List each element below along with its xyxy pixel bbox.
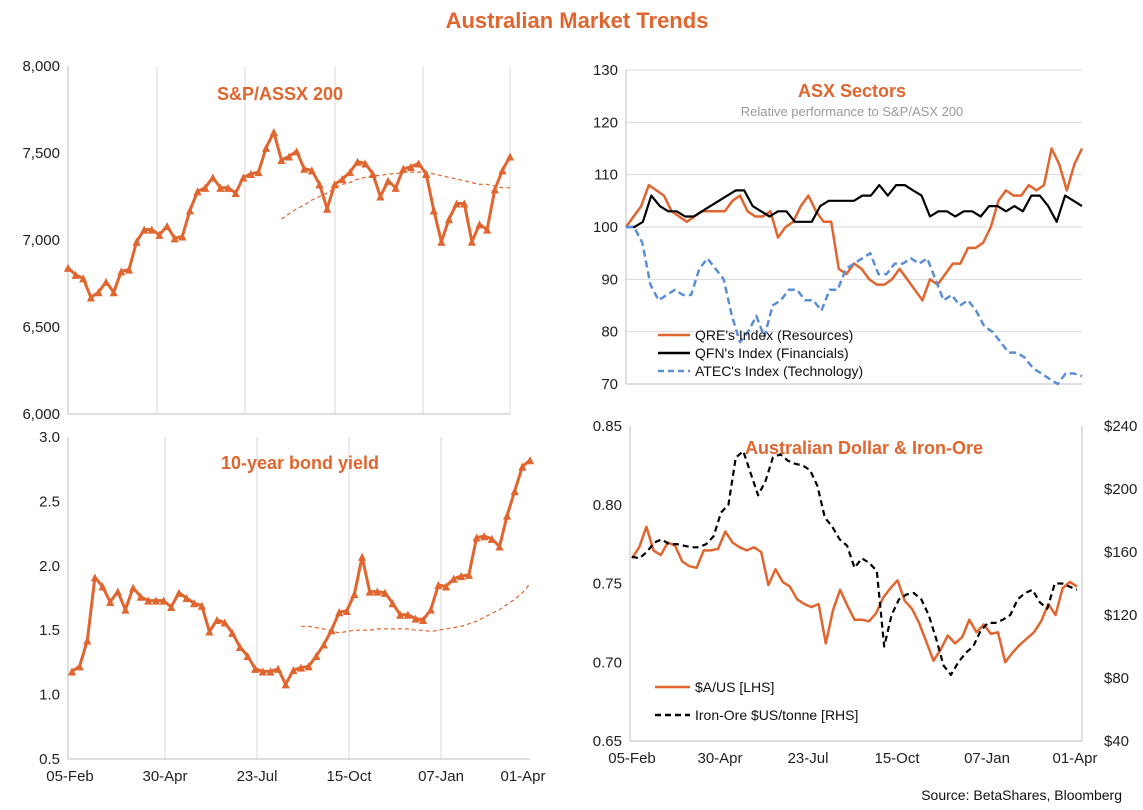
p-aud-ytick-0: 0.65: [593, 733, 622, 750]
legend-label-aud: $A/US [LHS]: [695, 679, 774, 695]
aud-iron-panel: 0.65 0.70 0.75 0.80 0.85 $40 $80 $120 $160 $200 $2…: [593, 418, 1138, 767]
p-bond-series-0: [67, 456, 535, 689]
p-asx-series-0: [63, 128, 515, 302]
p-sec-ytick-4: 110: [594, 167, 618, 184]
p-asx-ytick-3: 7,500: [22, 145, 60, 162]
p-aud-y2tick-0: $40: [1104, 733, 1129, 750]
p-bond-xtick-3: 15-Oct: [326, 768, 372, 785]
aud-iron-axes: 0.65 0.70 0.75 0.80 0.85 $40 $80 $120 $160 $200 $2…: [593, 418, 1138, 767]
p-asx-ytick-4: 8,000: [22, 58, 60, 75]
p-sec-series-1: [626, 184, 1083, 229]
p-aud-y2tick-1: $80: [1104, 670, 1129, 687]
p-aud-ytick-4: 0.85: [593, 418, 622, 435]
sectors-title: ASX Sectors: [798, 81, 906, 101]
asx200-title: S&P/ASSX 200: [217, 84, 343, 104]
p-sec-ytick-2: 90: [601, 271, 618, 288]
p-aud-xtick-1: 30-Apr: [697, 750, 742, 767]
p-aud-series-0: [630, 525, 1078, 664]
p-bond-xtick-0: 05-Feb: [46, 768, 94, 785]
p-asx-ytick-1: 6,500: [22, 319, 60, 336]
p-asx-ytick-2: 7,000: [22, 232, 60, 249]
asx200-series: [63, 128, 515, 302]
bond-series: [67, 456, 535, 689]
p-sec-ytick-6: 130: [593, 62, 618, 79]
p-sec-series-2: [626, 225, 1083, 386]
p-aud-ytick-3: 0.80: [593, 497, 622, 514]
aud-iron-legend: $A/US [LHS] Iron-Ore $US/tonne [RHS]: [655, 679, 858, 723]
p-bond-ytick-3: 2.0: [39, 558, 60, 575]
bond-grid: [164, 437, 442, 759]
p-sec-series-0: [624, 147, 1084, 302]
sectors-subtitle: Relative performance to S&P/ASX 200: [741, 104, 964, 119]
sectors-axes: 70 80 90 100 110 120 130: [593, 62, 1082, 393]
sectors-panel: 70 80 90 100 110 120 130 ASX Sectors Relative …: [593, 62, 1084, 393]
legend-label-iron: Iron-Ore $US/tonne [RHS]: [695, 707, 858, 723]
p-bond-xtick-4: 07-Jan: [418, 768, 464, 785]
p-bond-ytick-5: 3.0: [39, 429, 60, 446]
source-note: Source: BetaShares, Bloomberg: [921, 787, 1122, 803]
p-aud-y2tick-4: $200: [1104, 481, 1137, 498]
asx200-panel: 6,000 6,500 7,000 7,500 8,000 S&P/ASSX 200: [22, 58, 515, 423]
p-bond-xtick-1: 30-Apr: [142, 768, 187, 785]
p-aud-xtick-2: 23-Jul: [788, 750, 829, 767]
legend-label-resources: QRE's Index (Resources): [695, 327, 853, 343]
p-aud-y2tick-3: $160: [1104, 544, 1137, 561]
p-asx-series-1: [281, 171, 510, 220]
p-bond-xtick-2: 23-Jul: [237, 768, 278, 785]
p-sec-ytick-0: 70: [601, 376, 618, 393]
asx200-axes: 6,000 6,500 7,000 7,500 8,000: [22, 58, 510, 423]
legend-label-technology: ATEC's Index (Technology): [695, 363, 863, 379]
p-aud-y2tick-5: $240: [1104, 418, 1137, 435]
asx200-grid: [156, 66, 511, 414]
p-bond-ytick-0: 0.5: [39, 751, 60, 768]
bond-axes: 0.5 1.0 1.5 2.0 2.5 3.0 05-Feb 30-Apr 23-Jul 15-O…: [39, 429, 545, 785]
p-aud-xtick-3: 15-Oct: [874, 750, 920, 767]
p-asx-ytick-0: 6,000: [22, 406, 60, 423]
sectors-legend: QRE's Index (Resources) QFN's Index (Fin…: [658, 327, 863, 379]
aud-iron-title: Australian Dollar & Iron-Ore: [745, 438, 983, 458]
p-aud-series-1: [631, 450, 1078, 676]
p-sec-ytick-3: 100: [593, 219, 618, 236]
p-bond-ytick-1: 1.0: [39, 687, 60, 704]
p-aud-y2tick-2: $120: [1104, 607, 1137, 624]
aud-iron-series: [630, 450, 1078, 676]
p-aud-xtick-4: 07-Jan: [964, 750, 1010, 767]
bond-panel: 0.5 1.0 1.5 2.0 2.5 3.0 05-Feb 30-Apr 23-Jul 15-O…: [39, 429, 545, 785]
p-aud-xtick-0: 05-Feb: [608, 750, 656, 767]
p-aud-ytick-1: 0.70: [593, 654, 622, 671]
p-bond-ytick-4: 2.5: [39, 493, 60, 510]
p-bond-ytick-2: 1.5: [39, 622, 60, 639]
p-sec-ytick-5: 120: [593, 114, 618, 131]
legend-label-financials: QFN's Index (Financials): [695, 345, 849, 361]
p-bond-series-1: [301, 583, 531, 634]
bond-title: 10-year bond yield: [221, 453, 379, 473]
p-aud-xtick-5: 01-Apr: [1052, 750, 1097, 767]
main-title: Australian Market Trends: [446, 8, 709, 33]
p-sec-ytick-1: 80: [601, 324, 618, 341]
p-aud-ytick-2: 0.75: [593, 576, 622, 593]
sectors-series: [624, 147, 1084, 386]
p-bond-xtick-5: 01-Apr: [500, 768, 545, 785]
